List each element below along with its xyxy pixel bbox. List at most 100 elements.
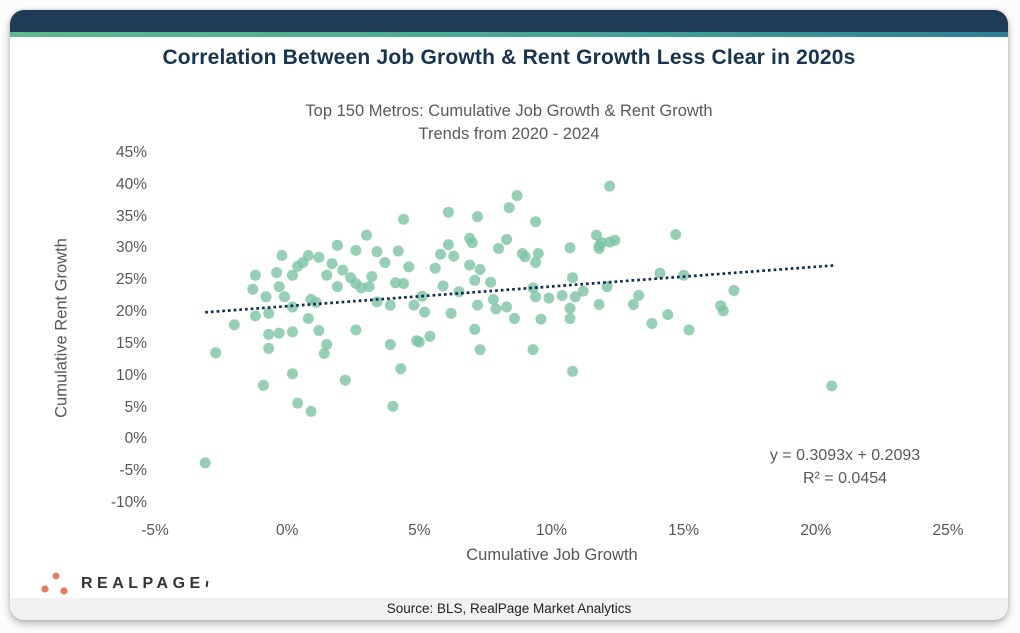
- scatter-point: [398, 278, 409, 289]
- scatter-point: [249, 269, 261, 281]
- scatter-point: [387, 400, 399, 412]
- scatter-point: [339, 374, 351, 386]
- realpage-logo-dots-icon: [41, 572, 68, 595]
- trendline-annotation: y = 0.3093x + 0.2093 R² = 0.0454: [715, 444, 975, 490]
- scatter-point: [662, 309, 674, 321]
- scatter-point: [228, 319, 240, 331]
- scatter-point: [487, 293, 499, 305]
- scatter-point: [501, 301, 513, 313]
- y-tick-label: 5%: [124, 398, 147, 416]
- y-tick-label: 0%: [124, 430, 147, 448]
- scatter-point: [361, 229, 372, 241]
- scatter-point: [390, 277, 401, 289]
- scatter-point: [474, 344, 486, 356]
- trendline: [205, 264, 835, 314]
- scatter-point: [577, 285, 589, 297]
- y-tick-label: 20%: [115, 303, 147, 321]
- y-tick-label: 25%: [115, 271, 147, 289]
- scatter-point: [715, 300, 727, 312]
- y-tick-label: -10%: [110, 494, 147, 511]
- scatter-point: [210, 347, 222, 359]
- scatter-point: [601, 281, 613, 293]
- scatter-point: [371, 246, 383, 258]
- scatter-point: [527, 282, 539, 294]
- scatter-point: [442, 239, 454, 251]
- scatter-point: [263, 328, 275, 340]
- scatter-point: [670, 229, 682, 240]
- scatter-point: [633, 290, 645, 301]
- scatter-point: [437, 280, 449, 292]
- scatter-point: [287, 326, 298, 338]
- scatter-point: [302, 250, 314, 261]
- scatter-point: [448, 250, 460, 262]
- scatter-point: [728, 285, 740, 296]
- x-tick-label: -5%: [141, 522, 169, 539]
- scatter-point: [567, 272, 579, 284]
- scatter-point: [627, 299, 639, 310]
- y-tick-label: 10%: [115, 366, 147, 384]
- scatter-point: [384, 339, 396, 350]
- scatter-point: [302, 313, 314, 324]
- scatter-point: [260, 291, 272, 303]
- scatter-point: [466, 237, 478, 249]
- scatter-point: [363, 281, 375, 293]
- scatter-point: [472, 211, 483, 223]
- x-tick-label: 15%: [668, 522, 700, 539]
- scatter-point: [424, 330, 436, 342]
- scatter-point: [826, 380, 838, 392]
- scatter-point: [474, 264, 486, 275]
- scatter-point: [646, 318, 658, 329]
- scatter-point: [464, 259, 476, 271]
- scatter-point: [445, 307, 457, 319]
- scatter-point: [403, 261, 415, 273]
- scatter-point: [371, 296, 383, 308]
- scatter-point: [292, 260, 304, 272]
- scatter-point: [464, 232, 476, 244]
- scatter-point: [313, 251, 325, 263]
- scatter-point: [527, 344, 539, 356]
- y-tick-label: 30%: [115, 239, 147, 257]
- trendline-r-squared: R² = 0.0454: [802, 470, 888, 487]
- scatter-point: [292, 397, 304, 409]
- y-tick-label: 45%: [115, 144, 147, 161]
- x-tick-label: 25%: [932, 522, 964, 539]
- scatter-point: [413, 336, 425, 348]
- scatter-point: [379, 257, 391, 268]
- scatter-point: [395, 363, 407, 375]
- scatter-point: [263, 307, 275, 319]
- realpage-logo: REALPAGE: [36, 566, 209, 602]
- scatter-point: [287, 269, 298, 281]
- scatter-point: [345, 272, 357, 284]
- scatter-point: [501, 234, 513, 245]
- scatter-point: [609, 234, 621, 246]
- x-axis-label: Cumulative Job Growth: [466, 546, 638, 564]
- scatter-point: [392, 245, 404, 257]
- chart-subtitle: Top 150 Metros: Cumulative Job Growth & …: [10, 100, 1008, 146]
- scatter-point: [530, 216, 542, 228]
- scatter-point: [683, 324, 695, 336]
- scatter-point: [331, 281, 343, 293]
- scatter-point: [590, 229, 602, 241]
- scatter-point: [530, 291, 542, 303]
- scatter-point: [516, 248, 528, 259]
- scatter-point: [273, 281, 285, 293]
- scatter-point: [509, 313, 520, 324]
- x-tick-label: 10%: [535, 522, 568, 539]
- scatter-point: [350, 278, 362, 289]
- scatter-point: [535, 313, 547, 325]
- scatter-point: [593, 299, 605, 310]
- scatter-point: [593, 243, 605, 254]
- scatter-point: [287, 368, 298, 380]
- scatter-point: [350, 324, 362, 336]
- scatter-point: [366, 271, 378, 282]
- scatter-point: [564, 302, 576, 314]
- scatter-point: [429, 262, 441, 274]
- y-tick-label: -5%: [119, 462, 147, 480]
- header-gradient-strip: [10, 32, 1008, 37]
- source-bar: Source: BLS, RealPage Market Analytics: [10, 598, 1008, 620]
- scatter-point: [419, 306, 431, 318]
- trademark-tick-icon: [205, 580, 209, 588]
- scatter-point: [249, 310, 261, 322]
- scatter-point: [199, 457, 211, 469]
